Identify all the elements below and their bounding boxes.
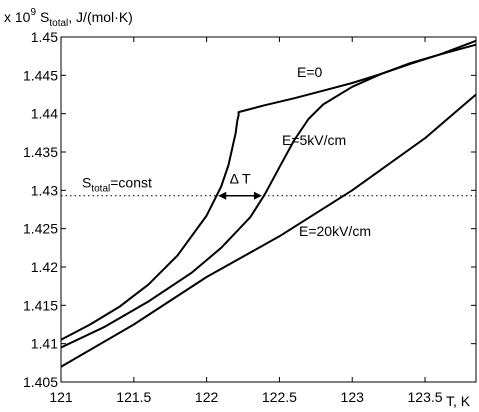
y-axis-label: x 109 Stotal, J/(mol·K) — [4, 7, 133, 29]
y-tick-label: 1.445 — [23, 67, 58, 83]
x-tick-label: 122.5 — [262, 389, 297, 405]
series-line-2 — [60, 43, 477, 349]
delta-t-arrow-right-head — [253, 191, 262, 200]
reference-line-label: Stotal=const — [82, 175, 152, 195]
y-multiplier-exponent: 9 — [30, 7, 36, 18]
x-tick-label: 121.5 — [116, 389, 151, 405]
series-line-3 — [60, 93, 477, 368]
y-tick-label: 1.425 — [23, 221, 58, 237]
y-tick-label: 1.44 — [31, 106, 58, 122]
x-axis-label: T, K — [446, 393, 471, 409]
plot-frame — [60, 36, 477, 383]
x-tick-label: 122 — [195, 389, 219, 405]
series-label-3: E=20kV/cm — [299, 223, 371, 239]
x-tick-label: 121 — [49, 389, 73, 405]
x-tick-label: 123.5 — [408, 389, 443, 405]
delta-t-arrow-left-head — [218, 191, 227, 200]
y-tick-label: 1.405 — [23, 374, 58, 390]
y-multiplier-prefix: x 10 — [4, 9, 31, 25]
y-label-subscript: total — [49, 18, 68, 29]
y-tick-label: 1.435 — [23, 144, 58, 160]
y-tick-label: 1.41 — [31, 336, 58, 352]
y-tick-label: 1.45 — [31, 29, 58, 45]
series-label-1: E=0 — [297, 64, 323, 80]
y-tick-label: 1.415 — [23, 297, 58, 313]
y-tick-label: 1.43 — [31, 182, 58, 198]
y-tick-label: 1.42 — [31, 259, 58, 275]
plot-area: 1.405 1.41 1.415 1.42 1.425 1.43 1.435 1.44 1.44… — [23, 29, 477, 405]
y-label-units: , J/(mol·K) — [68, 9, 133, 25]
series-label-2: E=5kV/cm — [282, 132, 346, 148]
y-label-symbol: S — [40, 9, 49, 25]
x-tick-label: 123 — [341, 389, 365, 405]
delta-t-label: Δ T — [230, 171, 251, 187]
